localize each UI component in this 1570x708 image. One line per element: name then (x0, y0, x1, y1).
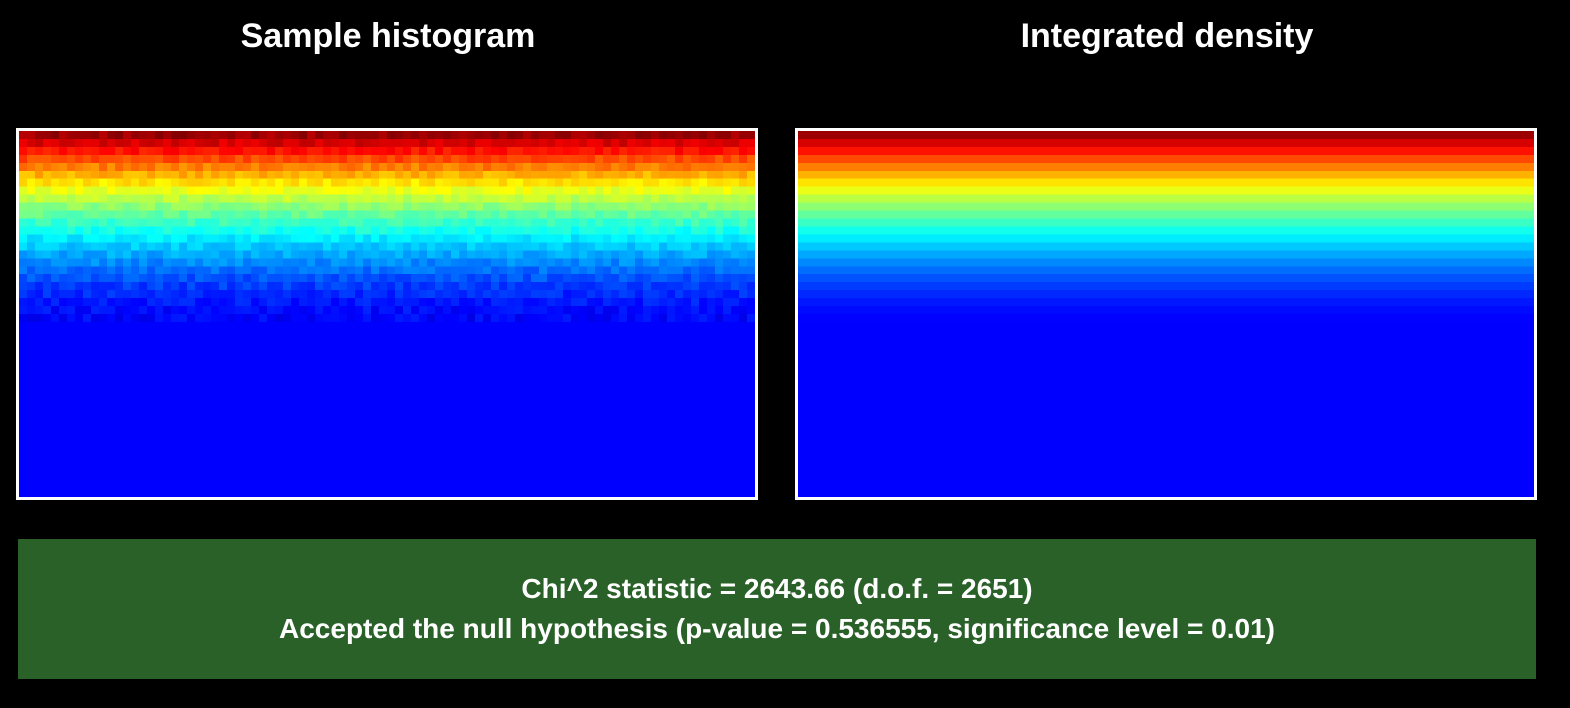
sample-histogram-panel (16, 128, 758, 500)
integrated-density-panel (795, 128, 1537, 500)
sample-histogram-title: Sample histogram (240, 17, 536, 55)
integrated-density-heatmap (798, 131, 1534, 497)
integrated-density-title: Integrated density (1020, 17, 1314, 55)
sample-histogram-heatmap (19, 131, 755, 497)
hypothesis-result: Accepted the null hypothesis (p-value = … (279, 613, 1275, 644)
test-result-box: Chi^2 statistic = 2643.66 (d.o.f. = 2651… (18, 539, 1536, 679)
chi-square-statistic: Chi^2 statistic = 2643.66 (d.o.f. = 2651… (521, 573, 1033, 604)
